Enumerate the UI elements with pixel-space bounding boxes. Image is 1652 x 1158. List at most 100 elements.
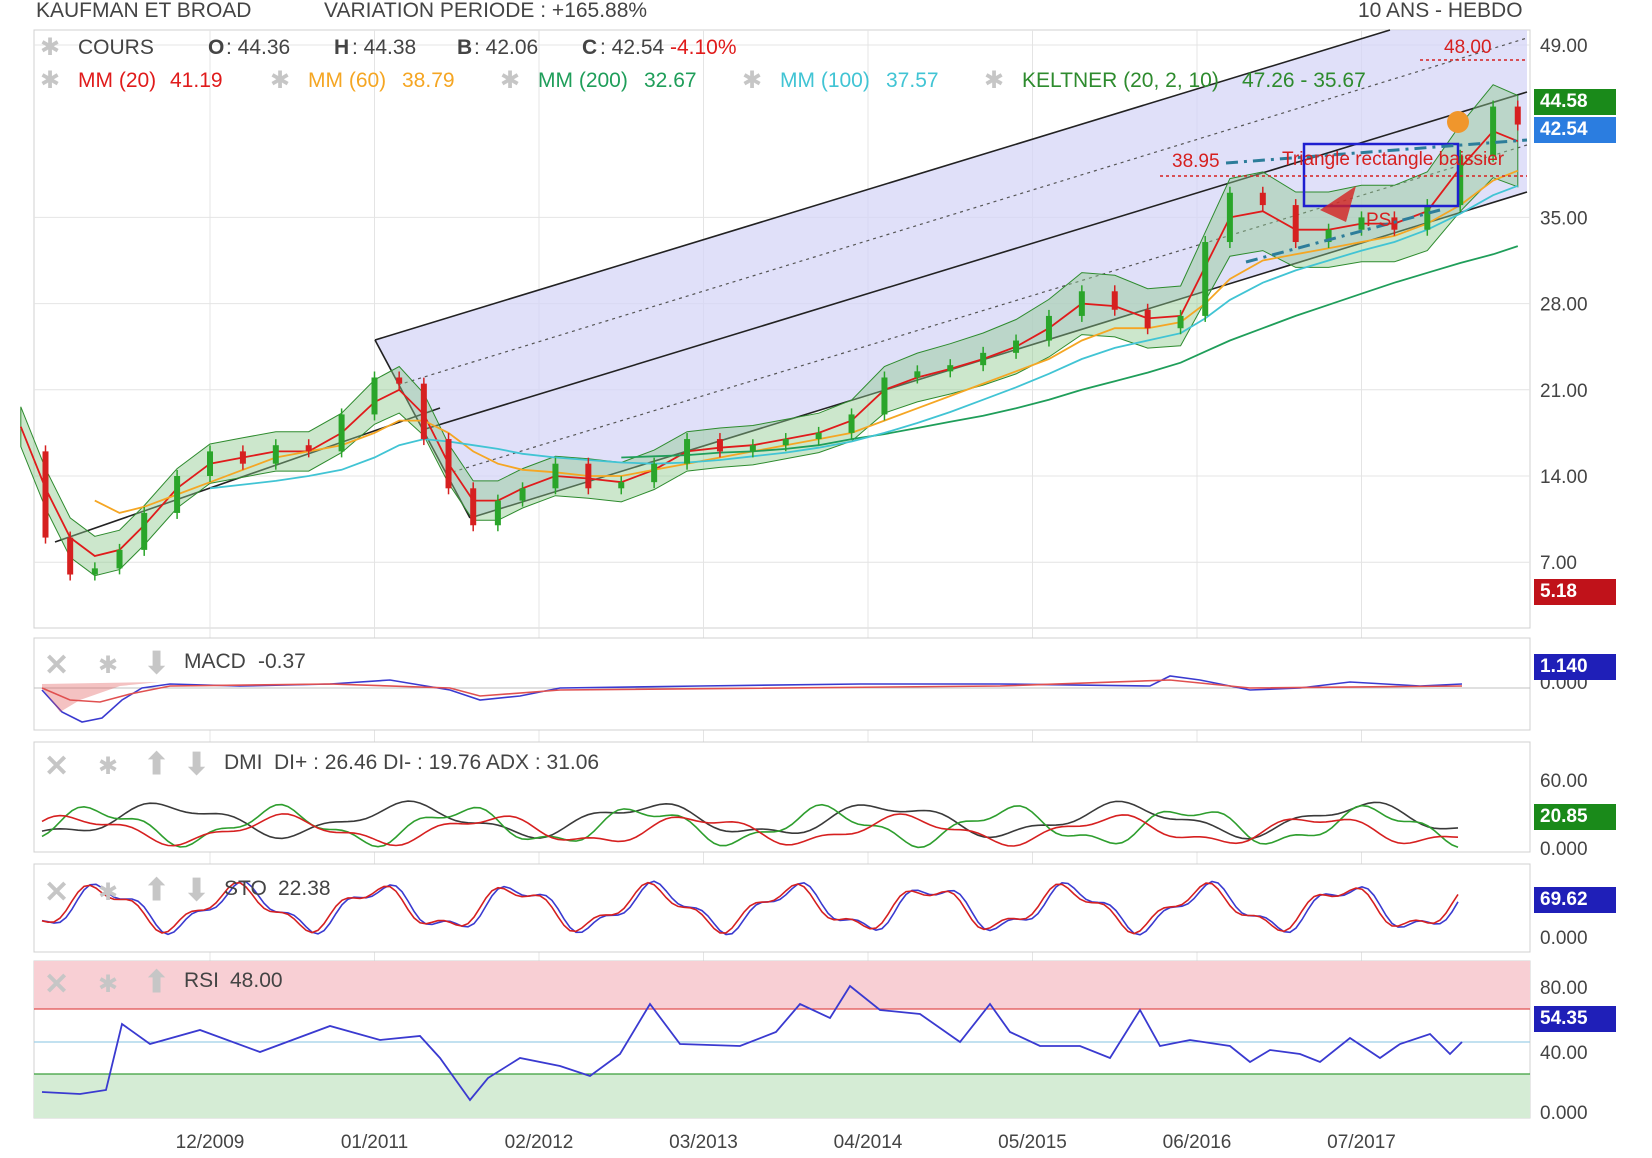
y-tick-label: 14.00 xyxy=(1540,467,1588,488)
pattern-label: Triangle rectangle baissier xyxy=(1282,149,1505,170)
period-variation: VARIATION PERIODE : +165.88% xyxy=(324,0,648,22)
candle-body xyxy=(1514,106,1521,125)
sto-gear-icon[interactable]: ✱ xyxy=(98,879,119,906)
candle-body xyxy=(207,451,213,476)
candle-body xyxy=(42,451,49,538)
candle-body xyxy=(618,482,625,489)
candle-body xyxy=(67,537,74,575)
dmi-down-arrow-icon[interactable]: ⬇ xyxy=(184,748,210,781)
rsi-tick-40: 40.00 xyxy=(1540,1043,1588,1064)
cours-gear-icon[interactable]: ✱ xyxy=(40,34,61,61)
mm60-gear-icon[interactable]: ✱ xyxy=(270,67,291,94)
keltner-value: 47.26 - 35.67 xyxy=(1242,69,1366,92)
macd-histogram xyxy=(42,682,160,712)
candle-body xyxy=(1490,106,1497,156)
mm100-value: 37.57 xyxy=(886,69,939,92)
macd-line xyxy=(41,675,1463,723)
mm20-gear-icon[interactable]: ✱ xyxy=(40,67,61,94)
rsi-overbought-zone xyxy=(34,961,1530,1009)
candle-body xyxy=(651,463,658,483)
keltner-label: KELTNER (20, 2, 10) xyxy=(1022,69,1219,92)
x-tick-label: 01/2011 xyxy=(341,1132,408,1153)
candle-body xyxy=(914,371,921,378)
candle-body xyxy=(1424,205,1431,230)
rsi-line xyxy=(41,984,1463,1102)
low-label: B xyxy=(457,36,473,59)
high-value: : 44.38 xyxy=(352,36,417,59)
candle-body xyxy=(396,377,403,384)
trend-channel xyxy=(375,30,1527,518)
x-tick-label: 03/2013 xyxy=(669,1132,738,1153)
keltner-gear-icon[interactable]: ✱ xyxy=(984,67,1005,94)
candle-body xyxy=(1292,205,1299,243)
mm200-gear-icon[interactable]: ✱ xyxy=(500,67,521,94)
dmi-close-icon[interactable]: ✕ xyxy=(44,750,70,783)
candle-body xyxy=(815,432,822,440)
dmi-gear-icon[interactable]: ✱ xyxy=(98,753,119,780)
channel-median-line xyxy=(421,91,1528,431)
candle-body xyxy=(305,445,312,452)
candle-body xyxy=(1013,340,1020,353)
rsi-tick-80: 80.00 xyxy=(1540,978,1588,999)
candle-body xyxy=(116,549,123,569)
sto-close-icon[interactable]: ✕ xyxy=(44,876,70,909)
series-line-mm20 xyxy=(19,130,1519,557)
candle-body xyxy=(1045,315,1052,341)
macd-gear-icon[interactable]: ✱ xyxy=(98,652,119,679)
candle-body xyxy=(848,414,855,433)
y-tick-label: 7.00 xyxy=(1540,553,1577,574)
channel-upper-line xyxy=(374,29,1391,341)
candle-body xyxy=(174,476,181,513)
open-value: : 44.36 xyxy=(226,36,291,59)
pattern-bottom-line xyxy=(1245,208,1441,264)
mm200-label: MM (200) xyxy=(538,69,628,92)
open-label: O xyxy=(208,36,225,59)
candle-body xyxy=(1325,229,1332,243)
rsi-up-arrow-icon[interactable]: ⬆ xyxy=(144,966,170,999)
rsi-label: RSI xyxy=(184,969,220,992)
ps-label: PS xyxy=(1366,210,1392,231)
y-tick-label: 21.00 xyxy=(1540,381,1588,402)
candle-body xyxy=(1111,291,1118,310)
candle-body xyxy=(782,439,789,446)
candle-body xyxy=(141,512,148,550)
instrument-name: KAUFMAN ET BROAD xyxy=(36,0,252,22)
candle-body xyxy=(420,383,427,440)
x-tick-label: 05/2015 xyxy=(998,1132,1067,1153)
macd-close-icon[interactable]: ✕ xyxy=(44,649,70,682)
sto-panel-frame xyxy=(33,863,1531,953)
rsi-close-icon[interactable]: ✕ xyxy=(44,968,70,1001)
candle-body xyxy=(716,439,723,452)
candle-body xyxy=(947,365,954,372)
sto-down-arrow-icon[interactable]: ⬇ xyxy=(184,874,210,907)
mm60-value: 38.79 xyxy=(402,69,455,92)
pattern-triangle-marker xyxy=(1320,186,1356,222)
sto-label: STO xyxy=(224,877,267,900)
dmi-values: DI+ : 26.46 DI- : 19.76 ADX : 31.06 xyxy=(274,751,600,774)
change-percent: -4.10% xyxy=(670,36,737,59)
candle-body xyxy=(519,488,526,501)
resistance-label: 48.00 xyxy=(1444,37,1492,58)
projection-marker xyxy=(1447,111,1469,133)
candle-body xyxy=(371,377,378,415)
rsi-gear-icon[interactable]: ✱ xyxy=(98,971,119,998)
candle-body xyxy=(494,500,501,526)
price-tag-3: 5.18 xyxy=(1534,579,1616,605)
low-value: : 42.06 xyxy=(474,36,539,59)
mm200-value: 32.67 xyxy=(644,69,697,92)
mm100-gear-icon[interactable]: ✱ xyxy=(742,67,763,94)
early-trendline xyxy=(54,407,441,543)
candle-body xyxy=(338,414,345,452)
sto-d-line xyxy=(41,881,1459,935)
candle-body xyxy=(1259,192,1266,206)
dmi-adx-line xyxy=(41,800,1459,840)
macd-down-arrow-icon[interactable]: ⬇ xyxy=(144,647,170,680)
mm20-value: 41.19 xyxy=(170,69,223,92)
mm100-label: MM (100) xyxy=(780,69,870,92)
x-tick-label: 12/2009 xyxy=(176,1132,245,1153)
candle-body xyxy=(1202,242,1209,316)
dmi-up-arrow-icon[interactable]: ⬆ xyxy=(144,748,170,781)
candle-body xyxy=(749,445,756,452)
candle-body xyxy=(445,439,452,489)
sto-up-arrow-icon[interactable]: ⬆ xyxy=(144,874,170,907)
